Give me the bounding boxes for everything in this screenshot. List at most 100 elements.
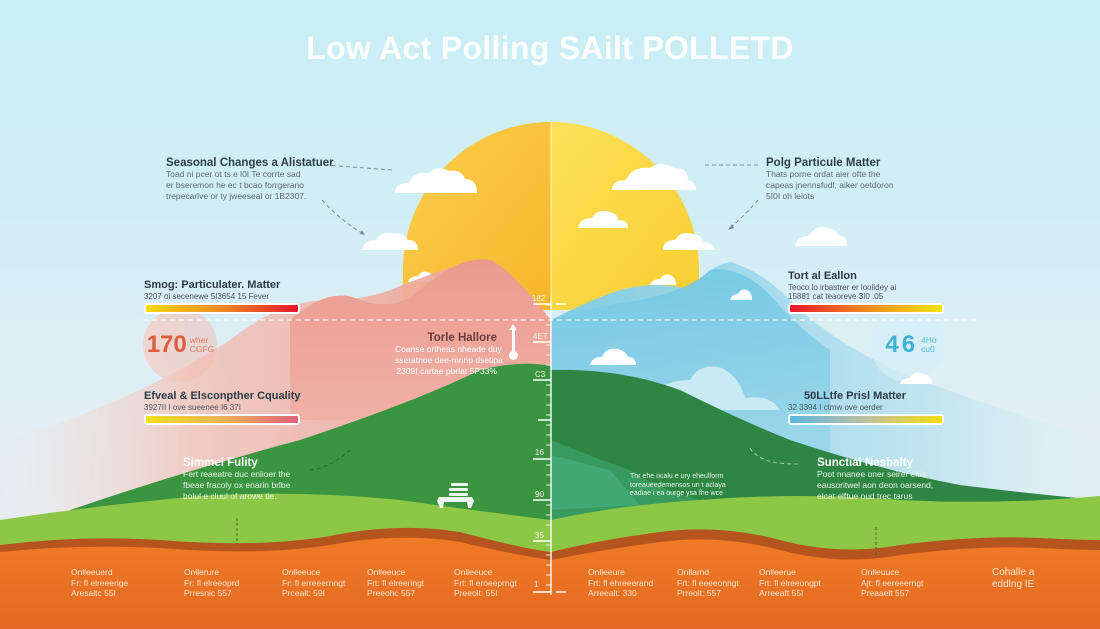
stat-unit: wher: [189, 335, 209, 345]
footer-item-line: eddlng IE: [992, 579, 1035, 590]
meter-smog-particulate: Smog: Particulater. Matter 3207 oi secen…: [144, 279, 300, 314]
footer-item-line: Frt: fl eroeeprngt: [454, 577, 517, 588]
meter-subtext: 3207 oi secenewe 5I3654 15 Fever: [144, 292, 269, 301]
callout-line: toreaueedemensos un t aclaya: [630, 481, 726, 489]
callout-line: Poot nnanee oner seirer eltis: [817, 469, 926, 479]
meter-total-emission: Tort al Eallon Teoco lo irbastrer er loo…: [788, 270, 944, 314]
footer-item: Cohalle a eddlng IE: [992, 567, 1034, 591]
stat-value: 170: [146, 331, 187, 358]
callout-line: sseratnoe dee-mnnp dsetipa: [395, 355, 503, 365]
stat-unit: 4Ho: [921, 335, 937, 345]
footer-item-line: Prresnic 557: [184, 588, 232, 598]
callout-heading: Simmel Fulity: [183, 457, 258, 469]
callout-line: eadiae i ea ourge ysa fhe wce: [630, 490, 724, 497]
footer-item-title: Cohalle a: [992, 567, 1035, 578]
stat-unit: cu0: [921, 344, 935, 354]
callout-line: capeas jnennsfudl, aiker oetdoron: [766, 180, 894, 190]
callout-line: Thr ehe ocalu e ury eheulform: [630, 473, 724, 480]
footer-item-title: Onlleeure: [588, 567, 625, 577]
callout-line: trepecarlve or ty jweeseal or 1B2307.: [166, 191, 307, 201]
footer-item-line: Preeohc 557: [367, 588, 416, 598]
ruler-label: 4ET: [533, 332, 548, 341]
callout-line: Fert reaeatre duc enlioer the: [183, 469, 291, 479]
footer-item-title: Onlleeuerd: [71, 567, 113, 577]
stat-unit: CGFG: [189, 344, 215, 354]
footer-item-line: Ajt: fl eereeerngt: [861, 577, 924, 588]
callout-heading: Polg Particule Matter: [766, 157, 881, 169]
callout-line: 5I0I oh leiots: [766, 191, 815, 201]
footer-item: Onlleerue Frt: fl elreeongpt Arreeaft 55…: [759, 567, 821, 599]
range-slider-handle[interactable]: [509, 324, 518, 360]
meter-gradient-bar: [144, 414, 300, 425]
footer-item-line: Fr: fl elreeoprd: [184, 577, 240, 588]
footer-item-line: Preeolt: 55I: [454, 588, 498, 598]
footer-item-line: Aresaltc 55I: [71, 588, 116, 598]
stat-bubble-right: 46 4Ho cu0: [876, 325, 946, 365]
callout-line: bolul e cluul of arowe tie.: [183, 491, 277, 501]
callout-particulate-matter: Polg Particule Matter Thats porne ordat …: [766, 157, 894, 202]
meter-heading: Tort al Eallon: [788, 270, 857, 282]
footer-item-line: Prcealt: 59I: [282, 588, 325, 598]
stat-value: 46: [885, 331, 919, 358]
footer-item-title: Onlleerue: [759, 567, 796, 577]
callout-green-right: Sunctial Nesbalty Poot nnanee oner seire…: [817, 457, 933, 502]
callout-toxic-hallore: Torle Hallore Coanse ortheas nheade duy …: [395, 332, 503, 377]
callout-line: Thats porne ordat aier ofte the: [766, 169, 881, 179]
footer-item-line: Frt: fl elreeringt: [367, 577, 425, 588]
footer-item-title: Onlleuuce: [861, 567, 900, 577]
footer-item: Onlleeure Frt: fl ehreeerand Arreealt: 3…: [588, 567, 653, 599]
meter-subtext: Teoco lo irbastrer er loolidey ai: [788, 283, 897, 292]
meter-gradient-bar: [788, 414, 944, 425]
ruler-label: 182: [532, 294, 546, 303]
meter-subtext: 32 3394 I ctmw ove oerder: [788, 403, 883, 412]
footer-item-line: Frt: fl ehreeerand: [588, 577, 654, 588]
ruler-label: 1: [534, 580, 539, 589]
callout-line: fbeae fracoly ox enarin brlbe: [183, 480, 291, 490]
footer-item-line: Arreealt: 330: [588, 588, 637, 598]
callout-seasonal-changes: Seasonal Changes a Alistatuer Toad ni pc…: [166, 157, 334, 202]
meter-subtext: 15881 cat teaoreve 3I0 .05: [788, 292, 884, 301]
meter-atmosphere-quality: Efveal & Elsconpther Cquality 3927II I o…: [144, 390, 300, 425]
footer-item: Onlleuuce Ajt: fl eereeerngt Preaaelt 55…: [861, 567, 923, 599]
footer-item-line: Arreeaft 55I: [759, 588, 804, 598]
meter-heading: Smog: Particulater. Matter: [144, 279, 281, 291]
callout-line: er bseremon he ec t bcao forrgerano: [166, 180, 304, 190]
callout-green-left: Simmel Fulity Fert reaeatre duc enlioer …: [183, 457, 290, 502]
footer-item: Onlleeuce Frt: fl eroeeprngt Preeolt: 55…: [454, 567, 517, 599]
callout-heading: Sunctial Nesbalty: [817, 457, 913, 469]
footer-item-title: Onllarnd: [677, 567, 710, 577]
callout-line: Coanse ortheas nheade duy: [395, 344, 502, 354]
footer-item: Onlleeuerd Fr: fl elreeerige Aresaltc 55…: [71, 567, 128, 599]
footer-item-line: Preaaelt 557: [861, 588, 910, 598]
footer-item-title: Onlleeuce: [367, 567, 406, 577]
footer-item-title: Onllerure: [184, 567, 219, 577]
meter-gradient-bar: [144, 303, 300, 314]
callout-line: 2309I cartae pbrlat 5P33%: [396, 366, 497, 376]
bench-icon: [437, 483, 474, 508]
footer-item-title: Onlleeuce: [282, 567, 321, 577]
footer-item: Onlleeuce Fr: fl erreeernngt Prcealt: 59…: [282, 567, 345, 599]
page-title: Low Act Polling SAilt POLLETD: [306, 30, 794, 66]
ruler-label: 90: [535, 490, 544, 499]
ruler-label: 16: [535, 448, 544, 457]
ruler-label: 35: [535, 531, 544, 540]
footer-item-line: Prreolt: 557: [677, 588, 721, 598]
footer-item: Onlleeuce Frt: fl elreeringt Preeohc 557: [367, 567, 424, 599]
meter-heading: Efveal & Elsconpther Cquality: [144, 390, 301, 402]
footer-item-line: Fr: fl elreeerige: [71, 577, 129, 588]
stat-bubble-left: 170 wher CGFG: [143, 325, 218, 365]
meter-heading: 50LLtfe Prisl Matter: [804, 390, 907, 402]
footer-item-line: Fr: fl erreeernngt: [282, 577, 346, 588]
callout-line: Toad ni pcer ot ts e l0I Te corrte sad: [166, 169, 301, 179]
meter-subtext: 3927II I ove sueenee I6 37I: [144, 403, 241, 412]
ruler-label: C3: [535, 370, 546, 379]
meter-gradient-bar: [788, 303, 944, 314]
callout-heading: Seasonal Changes a Alistatuer: [166, 157, 334, 169]
callout-green-center: Thr ehe ocalu e ury eheulform toreaueede…: [630, 473, 726, 499]
footer-item-title: Onlleeuce: [454, 567, 493, 577]
footer-item: Onllarnd Frt: fl eeeeonngt Prreolt: 557: [677, 567, 739, 599]
callout-line: eausoritwel aon deon oarsend,: [817, 480, 934, 490]
callout-line: elcat elftue oud trec tarus: [817, 491, 913, 501]
